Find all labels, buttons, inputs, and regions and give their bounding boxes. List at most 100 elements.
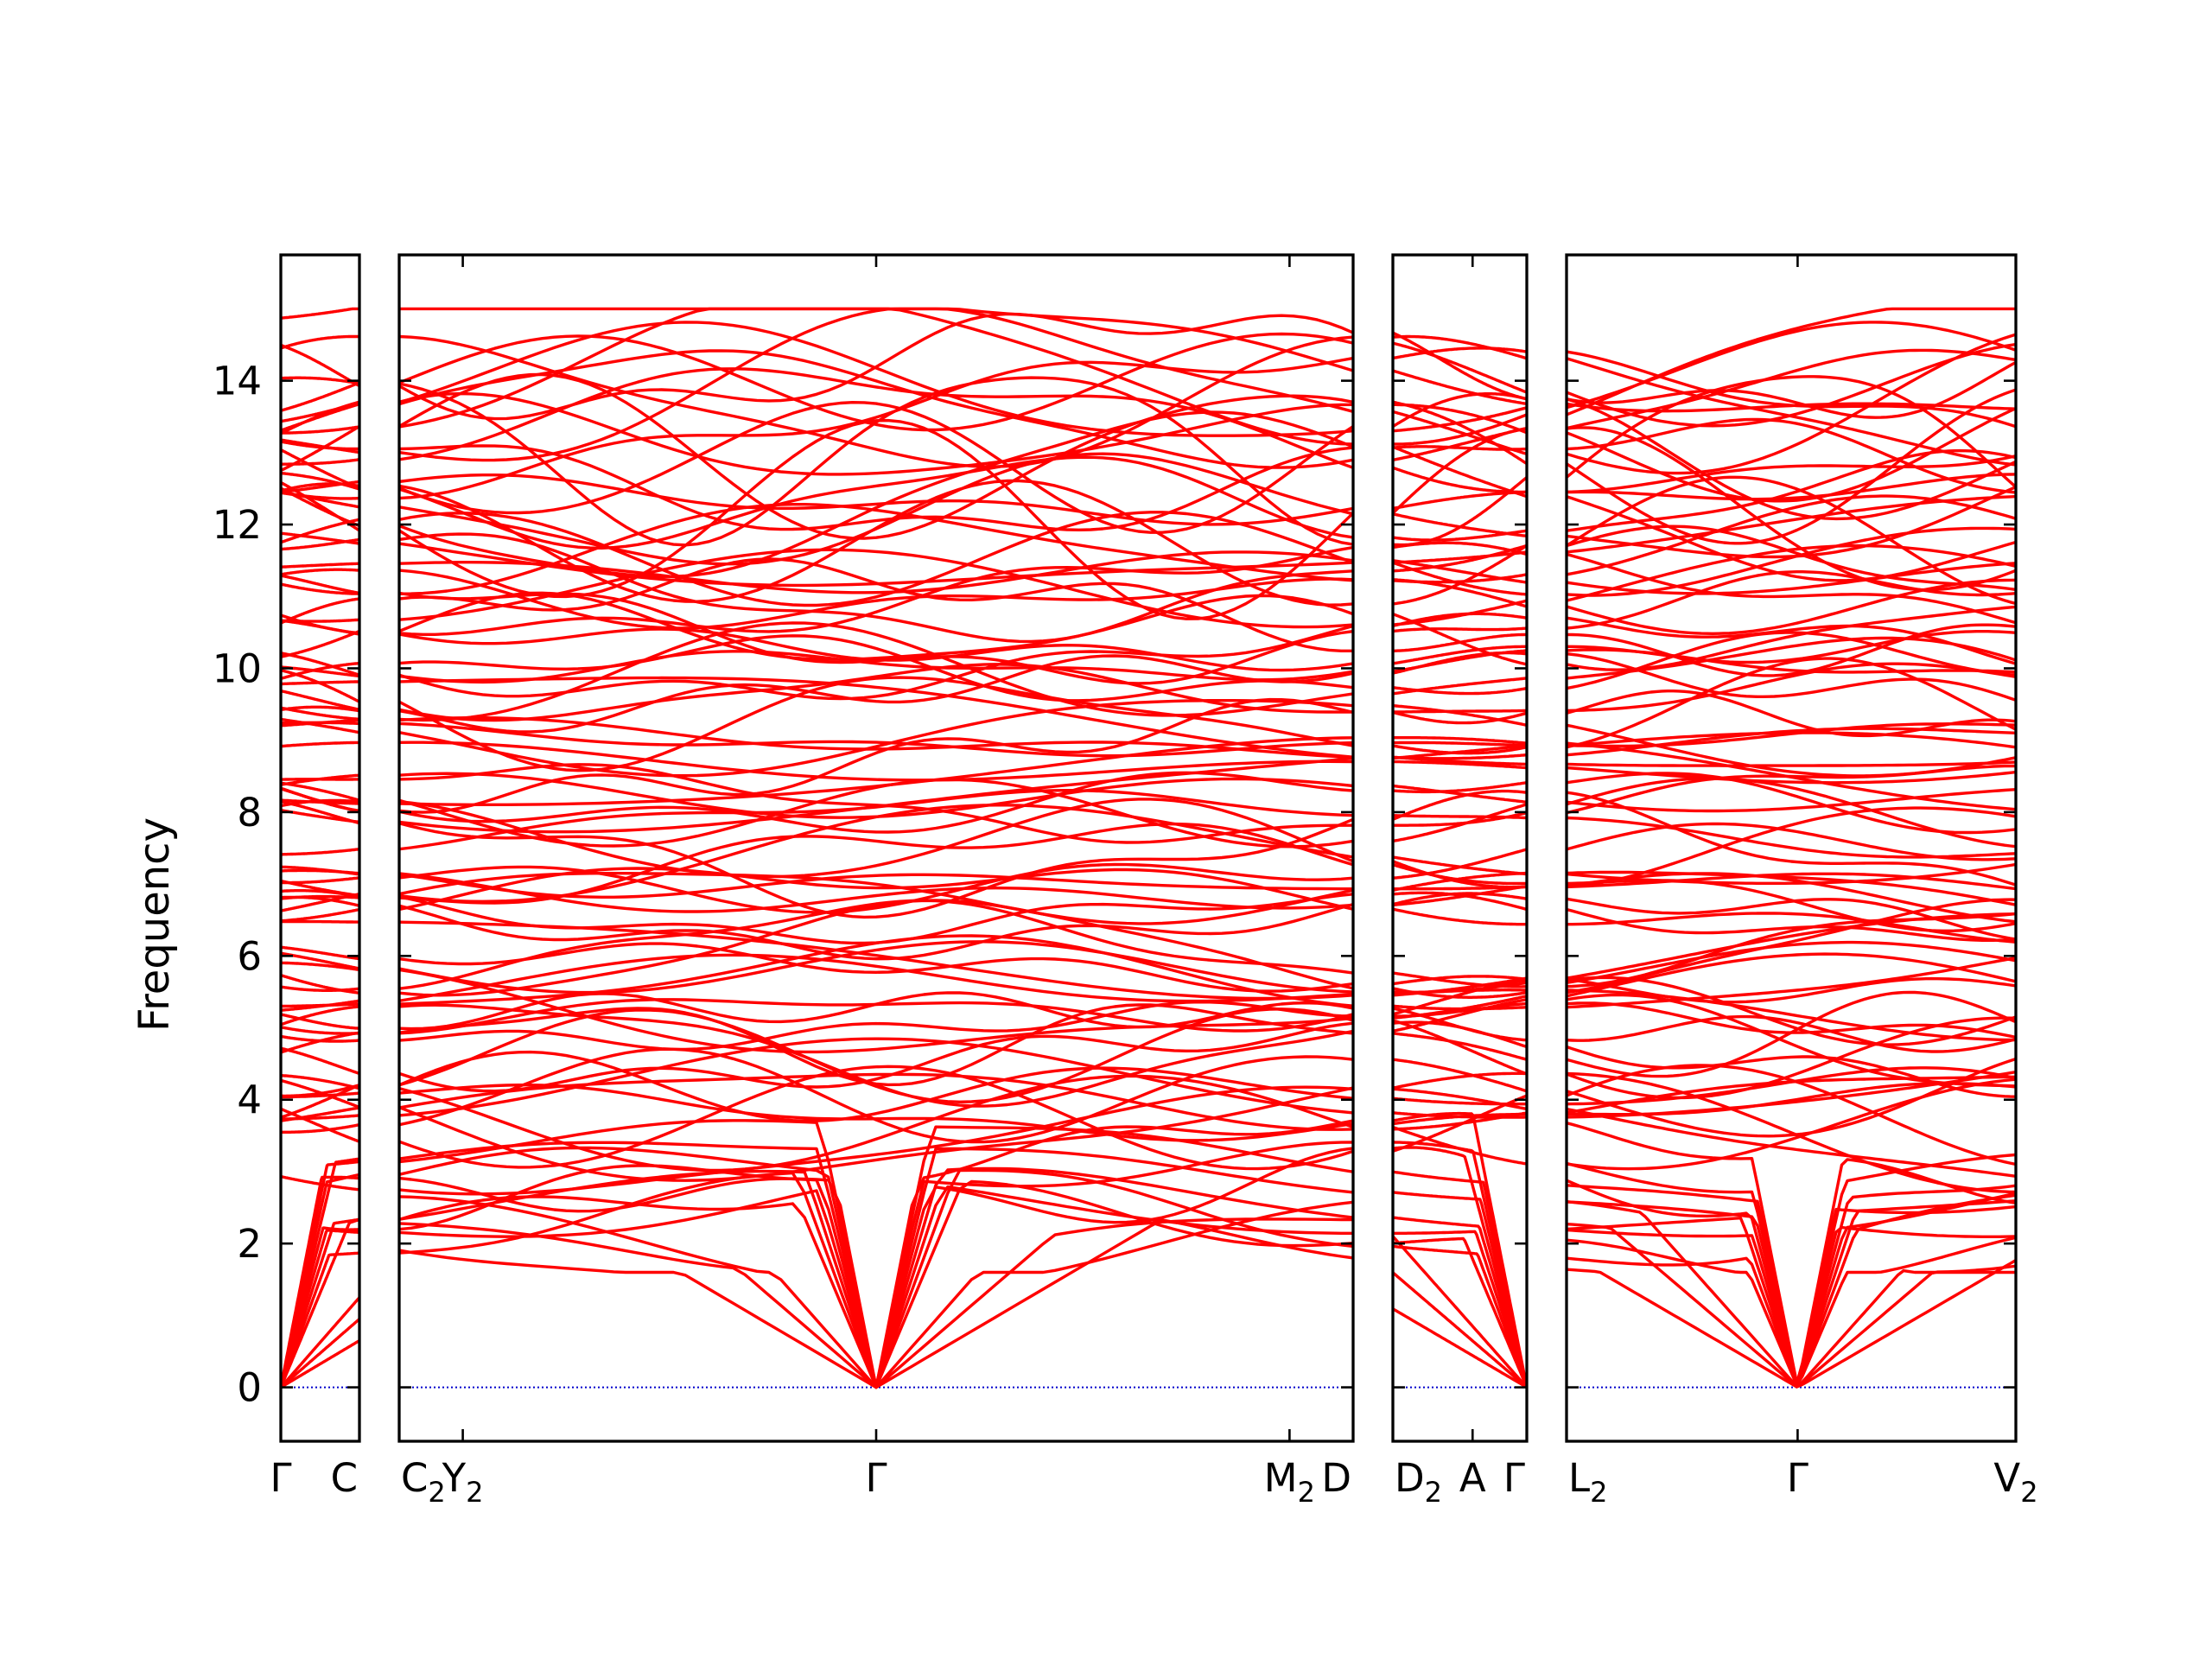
band-line	[399, 356, 1353, 500]
band-line	[399, 716, 1353, 760]
band-line	[399, 899, 1353, 990]
band-line	[1567, 333, 2016, 475]
band-line	[1567, 872, 2016, 891]
band-line	[1567, 791, 2016, 887]
band-line	[281, 985, 359, 992]
y-axis: 0 2 4 6 8 10 12 14	[213, 359, 262, 1411]
band-line	[1567, 690, 2016, 738]
x-tick-label: Y2	[442, 1455, 484, 1509]
band-line	[399, 452, 1353, 566]
band-line	[1393, 1216, 1527, 1389]
band-line	[1567, 1077, 2016, 1171]
band-line	[1393, 1125, 1527, 1166]
band-line	[281, 1046, 359, 1076]
band-line	[281, 652, 359, 677]
band-line	[399, 942, 1353, 993]
band-line	[1393, 410, 1527, 456]
band-line	[1567, 862, 2016, 885]
y-tick-label: 10	[213, 645, 262, 691]
band-line	[399, 862, 1353, 914]
band-line	[1567, 494, 2016, 554]
band-line	[399, 511, 1353, 607]
band-line	[399, 1037, 1353, 1117]
band-line	[281, 705, 359, 713]
band-line	[1393, 811, 1527, 827]
band-line	[399, 503, 1353, 595]
band-line	[1393, 1191, 1527, 1389]
band-line	[1393, 334, 1527, 360]
band-line	[399, 548, 1353, 629]
band-line	[1393, 781, 1527, 794]
band-line	[1567, 976, 2016, 1004]
band-line	[399, 903, 1353, 961]
band-line	[399, 307, 1353, 372]
band-line	[281, 706, 359, 721]
band-line	[1393, 550, 1527, 564]
band-line	[1393, 1019, 1527, 1076]
band-line	[281, 613, 359, 635]
band-line	[1393, 392, 1527, 429]
band-line	[1567, 822, 2016, 861]
y-tick-label: 8	[237, 790, 262, 836]
x-tick-label: D	[1321, 1455, 1351, 1501]
band-line	[1393, 709, 1527, 714]
band-line	[399, 1169, 1353, 1389]
band-line	[281, 1084, 359, 1119]
band-line	[1393, 413, 1527, 446]
band-line	[1567, 578, 2016, 635]
band-line	[399, 334, 1353, 468]
x-tick-label: Γ	[1503, 1455, 1525, 1501]
band-line	[399, 367, 1353, 469]
x-tick-label: C	[331, 1455, 358, 1501]
band-line	[1567, 495, 2016, 582]
band-line	[1567, 956, 2016, 1009]
band-line	[281, 945, 359, 961]
band-line	[281, 334, 359, 350]
band-line	[399, 624, 1353, 701]
band-line	[399, 401, 1353, 534]
band-line	[1567, 360, 2016, 419]
band-line	[281, 879, 359, 898]
band-line	[1567, 766, 2016, 785]
band-line	[1393, 892, 1527, 906]
band-line	[1567, 788, 2016, 813]
band-line	[281, 401, 359, 423]
band-line	[281, 582, 359, 595]
band-line	[1567, 952, 2016, 998]
band-line	[1393, 885, 1527, 907]
band-line	[1393, 744, 1527, 755]
band-line	[1567, 1014, 2016, 1053]
band-line	[399, 940, 1353, 995]
band-line	[1393, 860, 1527, 889]
band-line	[1393, 1096, 1527, 1106]
band-line	[281, 1013, 359, 1030]
band-line	[1393, 1058, 1527, 1093]
band-line	[1567, 907, 2016, 942]
band-line	[281, 1026, 359, 1035]
band-line	[1567, 407, 2016, 503]
band-line	[399, 479, 1353, 607]
band-line	[399, 474, 1353, 526]
panel-frame	[397, 253, 1355, 1443]
band-line	[1567, 524, 2016, 592]
band-line	[281, 1002, 359, 1008]
band-line	[1567, 912, 2016, 988]
band-line	[281, 1123, 359, 1134]
band-line	[1393, 341, 1527, 394]
band-line	[1567, 630, 2016, 664]
band-line	[1393, 599, 1527, 626]
band-line	[399, 872, 1353, 913]
band-line	[1567, 1066, 2016, 1106]
band-line	[1567, 543, 2016, 602]
band-line	[399, 968, 1353, 1054]
band-line	[1393, 475, 1527, 547]
band-line	[281, 629, 359, 658]
band-line	[281, 307, 359, 320]
band-line	[281, 376, 359, 385]
band-line	[399, 307, 1353, 462]
band-line	[399, 1141, 1353, 1389]
band-line	[399, 872, 1353, 925]
band-line	[1393, 490, 1527, 511]
